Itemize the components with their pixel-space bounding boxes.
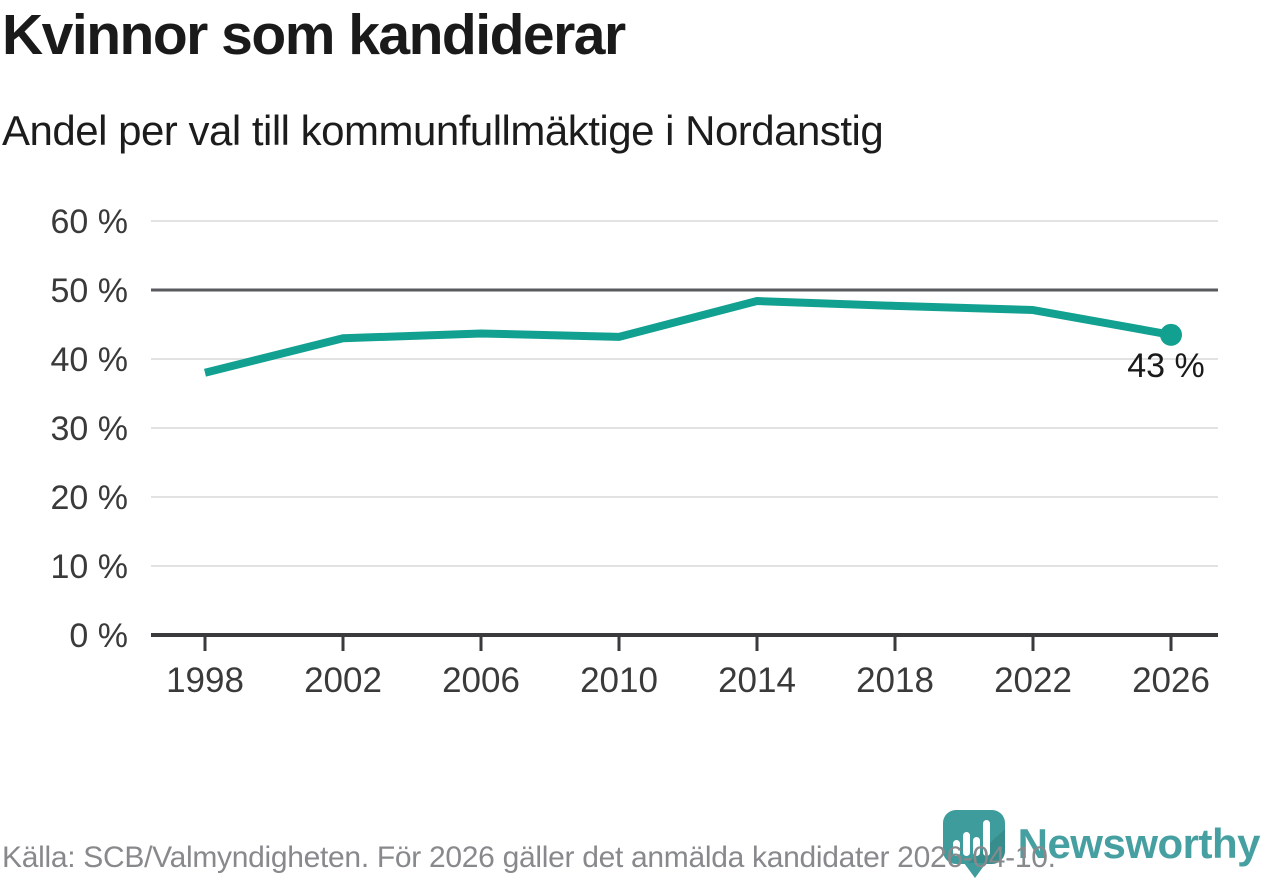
source-note: Källa: SCB/Valmyndigheten. För 2026 gäll… <box>2 841 1056 874</box>
x-axis-tick-label: 2018 <box>856 661 934 700</box>
y-axis-tick-label: 50 % <box>51 272 129 310</box>
y-axis-tick-label: 10 % <box>51 548 129 586</box>
y-axis-tick-label: 40 % <box>51 341 129 379</box>
x-axis-tick-label: 2002 <box>304 661 382 700</box>
chart-subtitle: Andel per val till kommunfullmäktige i N… <box>2 107 884 154</box>
x-axis-tick-label: 2010 <box>580 661 658 700</box>
y-axis-tick-label: 20 % <box>51 479 129 517</box>
x-axis-tick-label: 2026 <box>1132 661 1210 700</box>
end-point-marker <box>1160 323 1182 346</box>
y-axis-tick-label: 30 % <box>51 410 129 448</box>
data-line <box>204 297 1172 377</box>
x-axis-tick-label: 2022 <box>994 661 1072 700</box>
newsworthy-logo-icon <box>942 810 1005 878</box>
y-axis-tick-label: 60 % <box>51 203 129 241</box>
x-axis-tick-label: 2006 <box>442 661 520 700</box>
chart-title: Kvinnor som kandiderar <box>2 3 626 67</box>
end-value-label: 43 % <box>1127 347 1205 385</box>
newsworthy-logo: Newsworthy <box>942 809 1261 879</box>
x-axis-tick-label: 2014 <box>718 661 796 700</box>
newsworthy-logo-text: Newsworthy <box>1017 820 1261 867</box>
y-axis-tick-label: 0 % <box>69 617 128 655</box>
x-axis-tick-label: 1998 <box>166 661 244 700</box>
